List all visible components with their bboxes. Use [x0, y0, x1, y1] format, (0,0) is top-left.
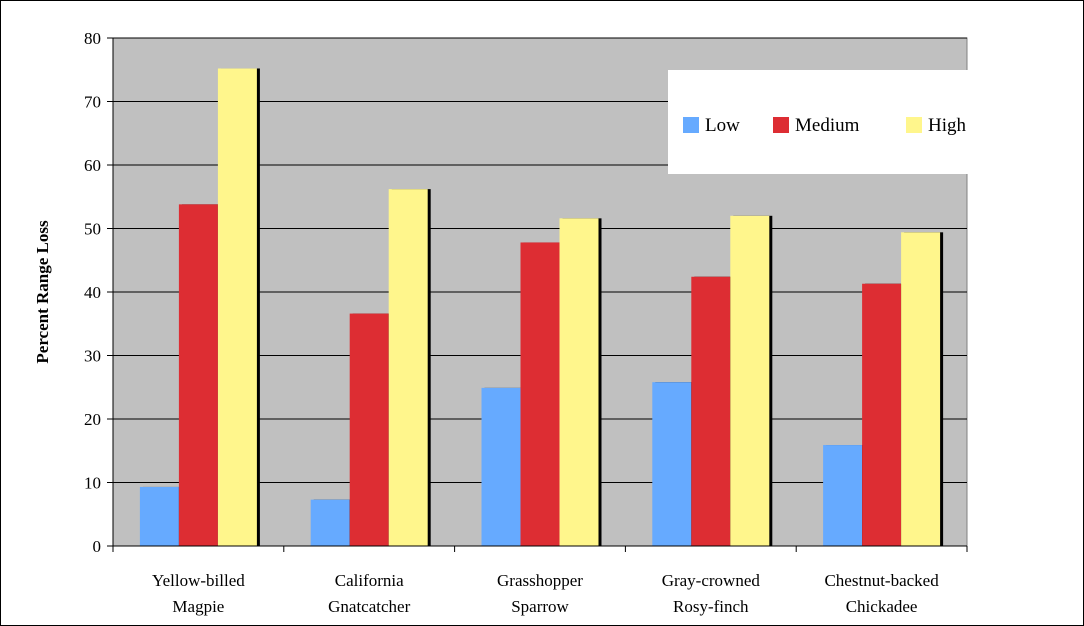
bar-medium — [178, 204, 218, 546]
y-axis-label: Percent Range Loss — [33, 220, 52, 364]
legend-label-low: Low — [705, 115, 740, 136]
bar-high — [901, 232, 941, 546]
legend-swatch-medium — [773, 117, 789, 133]
y-tick-label: 50 — [84, 220, 101, 239]
bar-medium — [349, 313, 389, 546]
bar-high — [388, 189, 428, 546]
legend-label-medium: Medium — [795, 115, 860, 136]
bar-medium — [862, 283, 902, 546]
legend-swatch-high — [906, 117, 922, 133]
x-category-label: Chestnut-backed Chickadee — [824, 571, 939, 616]
bar-low — [823, 445, 863, 546]
y-tick-label: 40 — [84, 283, 101, 302]
legend-label-high: High — [928, 115, 967, 136]
y-tick-label: 0 — [93, 537, 102, 556]
y-tick-label: 70 — [84, 93, 101, 112]
y-tick-label: 30 — [84, 347, 101, 366]
y-tick-label: 10 — [84, 474, 101, 493]
bar-low — [481, 387, 521, 546]
legend-swatch-low — [683, 117, 699, 133]
bar-high — [559, 218, 599, 546]
x-category-label: Gray-crowned Rosy-finch — [662, 571, 761, 616]
bar-medium — [691, 276, 731, 546]
bar-low — [310, 499, 350, 546]
legend: Low Medium High — [668, 70, 970, 174]
y-tick-label: 80 — [84, 29, 101, 48]
x-category-label: California Gnatcatcher — [328, 571, 410, 616]
bar-high — [730, 215, 770, 547]
x-category-label: Grasshopper Sparrow — [497, 571, 583, 616]
bar-medium — [520, 242, 560, 546]
bar-low — [139, 486, 179, 546]
bar-high — [217, 68, 257, 546]
y-tick-label: 60 — [84, 156, 101, 175]
bar-low — [652, 382, 692, 546]
y-tick-label: 20 — [84, 410, 101, 429]
x-category-label: Yellow-billed Magpie — [152, 571, 245, 616]
